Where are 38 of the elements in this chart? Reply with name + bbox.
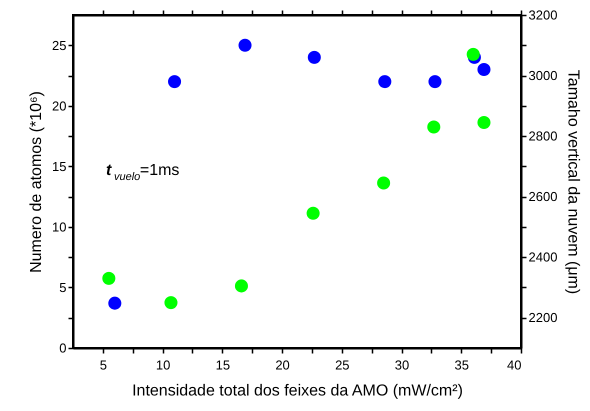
y2-tick-label: 3200 [528,8,558,22]
y-tick-label: 0 [59,340,66,356]
y-tick-label: 20 [52,98,66,114]
x-tick-label: 5 [100,358,107,372]
point [378,75,392,88]
point [377,176,390,190]
y2-tick-label: 3000 [528,68,558,84]
point [238,38,252,52]
point [308,50,321,64]
y2-tick-label: 2800 [528,128,558,144]
x-tick-label: 10 [156,358,170,372]
point [108,296,122,310]
point [168,75,182,88]
point [477,62,490,76]
x-tick-label: 40 [507,358,522,372]
x-axis-title: Intensidade total dos feixes da AMO (mW/cm²) [132,382,463,400]
point [427,120,440,134]
y-axis-title: Numero de atomos (*10⁶) [28,91,46,273]
y2-tick-label: 2200 [528,310,558,326]
x-tick-label: 25 [335,358,350,372]
x-tick-label: 30 [394,358,410,372]
point [428,75,442,88]
y-tick-label: 25 [52,38,66,53]
point [234,279,248,292]
x-tick-label: 15 [216,358,230,372]
point [477,116,490,129]
y2-axis-title: Tamaho vertical da nuvem (μm) [564,70,582,294]
point [102,272,116,285]
point [466,48,480,61]
y2-tick-label: 2400 [528,250,558,265]
point [164,296,178,310]
x-tick-label: 20 [275,358,290,372]
point [306,206,320,220]
y-tick-label: 10 [52,219,66,234]
y2-tick-label: 2600 [528,189,558,204]
y-tick-label: 15 [52,158,66,174]
x-tick-label: 35 [454,358,469,372]
y-tick-label: 5 [59,280,66,295]
